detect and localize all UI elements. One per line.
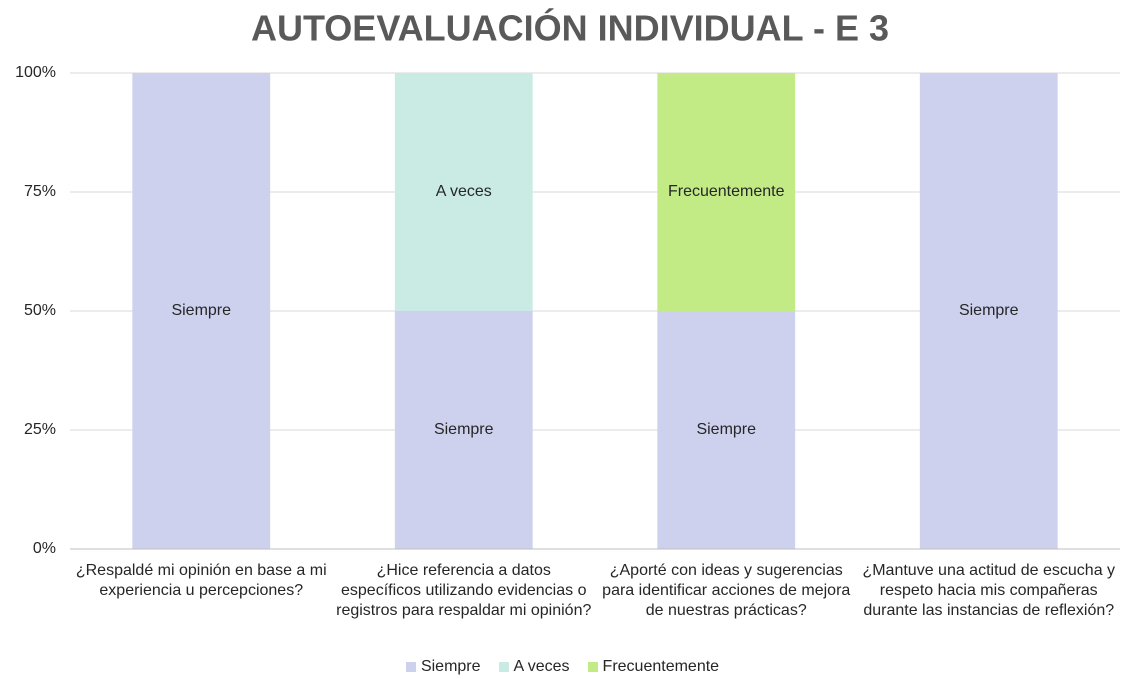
y-tick-label: 75% [24,183,56,200]
data-label: A veces [436,183,492,200]
y-tick-label: 25% [24,421,56,438]
chart-title: AUTOEVALUACIÓN INDIVIDUAL - E 3 [251,7,889,49]
y-tick-label: 50% [24,302,56,319]
x-tick-label: ¿Mantuve una actitud de escucha y respet… [862,562,1116,619]
bar-segment [132,73,271,549]
legend-item: A veces [498,658,570,676]
bar-segment [919,73,1058,549]
legend-item: Frecuentemente [587,658,720,676]
legend-label: A veces [513,658,570,675]
data-label: Siempre [959,302,1019,319]
legend-swatch [405,662,416,672]
bar-segment [657,311,796,549]
legend-swatch [498,662,509,672]
bar-segment [394,73,533,311]
x-tick-label: ¿Aporté con ideas y sugerencias para ide… [602,562,851,619]
bar-segment [657,73,796,311]
y-tick-label: 0% [33,540,56,557]
y-tick-label: 100% [15,64,56,81]
legend: Siempre A veces Frecuentemente [0,658,1125,676]
data-label: Siempre [696,421,756,438]
data-label: Siempre [434,421,494,438]
legend-swatch [587,662,598,672]
x-tick-label: ¿Hice referencia a datos específicos uti… [336,562,592,619]
legend-label: Frecuentemente [602,658,720,675]
x-tick-label: ¿Respaldé mi opinión en base a mi experi… [75,562,327,599]
legend-label: Siempre [420,658,481,675]
bar-segment [394,311,533,549]
data-label: Siempre [171,302,231,319]
legend-item: Siempre [405,658,481,676]
data-label: Frecuentemente [668,183,785,200]
